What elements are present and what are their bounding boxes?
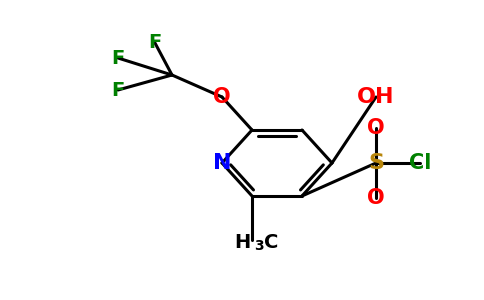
Text: O: O	[367, 188, 385, 208]
Text: S: S	[368, 153, 384, 173]
Text: OH: OH	[357, 87, 395, 107]
Text: 3: 3	[254, 239, 264, 253]
Text: N: N	[213, 153, 231, 173]
Text: O: O	[213, 87, 231, 107]
Text: F: F	[111, 49, 124, 68]
Text: O: O	[367, 118, 385, 138]
Text: F: F	[111, 80, 124, 100]
Text: F: F	[149, 34, 162, 52]
Text: H: H	[234, 232, 250, 251]
Text: Cl: Cl	[409, 153, 431, 173]
Text: C: C	[264, 232, 278, 251]
